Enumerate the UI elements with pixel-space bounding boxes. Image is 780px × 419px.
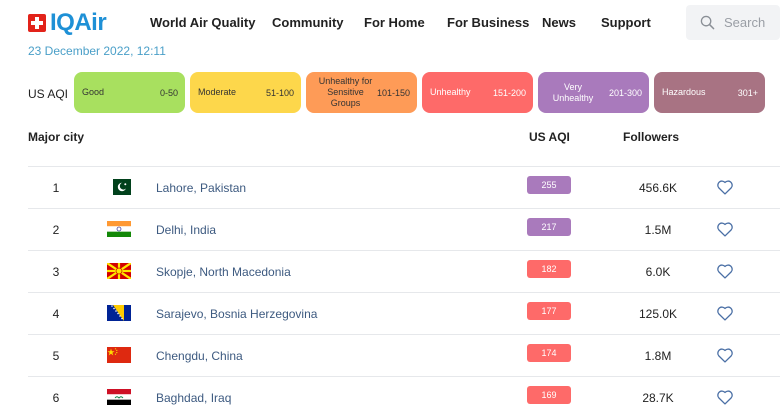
logo-text: IQAir — [50, 9, 107, 36]
aqi-level-name: Good — [82, 87, 105, 97]
india-flag-icon — [107, 221, 131, 237]
aqi-level-very-unhealthy: Very Unhealthy 201-300 — [538, 72, 649, 113]
iraq-flag-icon — [107, 389, 131, 405]
followers-count: 28.7K — [642, 391, 674, 405]
city-link[interactable]: Skopje, North Macedonia — [156, 265, 291, 279]
followers-count: 456.6K — [638, 181, 678, 195]
heart-icon[interactable] — [716, 179, 734, 195]
city-link[interactable]: Lahore, Pakistan — [156, 181, 247, 195]
rank-number: 1 — [52, 181, 60, 195]
city-link[interactable]: Baghdad, Iraq — [156, 391, 232, 405]
aqi-badge: 174 — [527, 344, 571, 362]
aqi-badge: 182 — [527, 260, 571, 278]
city-link[interactable]: Sarajevo, Bosnia Herzegovina — [156, 307, 318, 321]
column-header-aqi: US AQI — [529, 130, 570, 144]
nav-world-air-quality[interactable]: World Air Quality — [150, 15, 256, 30]
city-link[interactable]: Delhi, India — [156, 223, 217, 237]
aqi-level-name: Unhealthy for Sensitive Groups — [318, 76, 373, 108]
rank-number: 4 — [52, 307, 60, 321]
table-row[interactable]: 4 Sarajevo, Bosnia Herzegovina 177 125.0… — [28, 292, 780, 334]
aqi-level-range: 101-150 — [376, 87, 410, 98]
pakistan-flag-icon — [107, 179, 131, 195]
heart-icon[interactable] — [716, 347, 734, 363]
north-macedonia-flag-icon — [107, 263, 131, 279]
followers-count: 1.5M — [644, 223, 672, 237]
aqi-level-range: 151-200 — [492, 87, 526, 98]
column-header-followers: Followers — [623, 130, 680, 144]
heart-icon[interactable] — [716, 221, 734, 237]
rank-number: 5 — [52, 349, 60, 363]
table-row[interactable]: 2 Delhi, India 217 1.5M — [28, 208, 780, 250]
aqi-level-hazardous: Hazardous 301+ — [654, 72, 765, 113]
aqi-badge: 169 — [527, 386, 571, 404]
aqi-level-name: Moderate — [198, 87, 237, 97]
bosnia-herzegovina-flag-icon — [107, 305, 131, 321]
timestamp: 23 December 2022, 12:11 — [28, 44, 166, 58]
table-row[interactable]: 6 Baghdad, Iraq 169 28.7K — [28, 376, 780, 418]
heart-icon[interactable] — [716, 389, 734, 405]
aqi-level-name: Hazardous — [662, 87, 706, 97]
aqi-level-moderate: Moderate 51-100 — [190, 72, 301, 113]
search-placeholder: Search — [724, 15, 766, 30]
search-icon — [700, 15, 715, 30]
rank-number: 6 — [52, 391, 60, 405]
top-header: IQAir World Air Quality Community For Ho… — [0, 0, 780, 44]
aqi-level-range: 201-300 — [608, 87, 642, 98]
aqi-level-range: 0-50 — [159, 87, 178, 98]
heart-icon[interactable] — [716, 305, 734, 321]
aqi-level-range: 51-100 — [265, 87, 294, 98]
china-flag-icon — [107, 347, 131, 363]
aqi-level-unhealthy: Unhealthy 151-200 — [422, 72, 533, 113]
followers-count: 6.0K — [645, 265, 671, 279]
column-header-city: Major city — [28, 130, 85, 144]
aqi-level-unhealthy-sensitive: Unhealthy for Sensitive Groups 101-150 — [306, 72, 417, 113]
swiss-flag-icon — [28, 14, 46, 32]
nav-for-business[interactable]: For Business — [447, 15, 530, 30]
aqi-level-name: Very Unhealthy — [552, 81, 594, 103]
aqi-level-range: 301+ — [737, 87, 758, 98]
followers-count: 125.0K — [638, 307, 678, 321]
city-link[interactable]: Chengdu, China — [156, 349, 243, 363]
followers-count: 1.8M — [644, 349, 672, 363]
heart-icon[interactable] — [716, 263, 734, 279]
search-box[interactable]: Search — [686, 5, 780, 40]
aqi-legend-label: US AQI — [28, 87, 69, 101]
table-row[interactable]: 5 Chengdu, China 174 1.8M — [28, 334, 780, 376]
aqi-badge: 217 — [527, 218, 571, 236]
aqi-level-good: Good 0-50 — [74, 72, 185, 113]
rank-number: 2 — [52, 223, 60, 237]
table-row[interactable]: 1 Lahore, Pakistan 255 456.6K — [28, 166, 780, 208]
table-row[interactable]: 3 Skopje, North Macedonia 182 6.0K — [28, 250, 780, 292]
rank-number: 3 — [52, 265, 60, 279]
nav-support[interactable]: Support — [601, 15, 651, 30]
aqi-level-name: Unhealthy — [430, 87, 471, 97]
aqi-badge: 255 — [527, 176, 571, 194]
iqair-logo[interactable]: IQAir — [28, 9, 107, 36]
nav-news[interactable]: News — [542, 15, 576, 30]
aqi-badge: 177 — [527, 302, 571, 320]
nav-for-home[interactable]: For Home — [364, 15, 425, 30]
nav-community[interactable]: Community — [272, 15, 344, 30]
